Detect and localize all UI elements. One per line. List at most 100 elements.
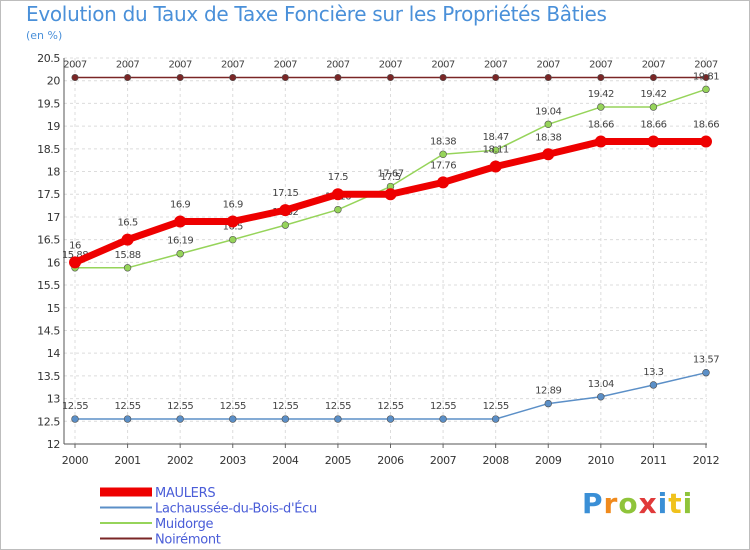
data-point-noir-mont [176, 74, 184, 82]
y-tick-label: 20.5 [37, 52, 60, 65]
x-tick-label: 2010 [588, 454, 615, 467]
data-label-muidorge: 16.19 [167, 236, 193, 247]
data-label-lachauss-e-du-bois-d-cu: 12.89 [535, 386, 561, 397]
data-point-lachauss-e-du-bois-d-cu [281, 415, 290, 423]
y-tick-label: 12.5 [37, 415, 60, 428]
legend-label-muidorge: Muidorge [155, 517, 214, 532]
data-point-maulers [700, 135, 712, 148]
data-point-noir-mont [386, 74, 394, 82]
data-point-noir-mont [597, 74, 605, 82]
data-label-lachauss-e-du-bois-d-cu: 12.55 [115, 401, 141, 412]
x-tick-label: 2008 [482, 454, 509, 467]
y-tick-label: 13 [47, 393, 61, 406]
data-label-noir-mont: 2007 [168, 60, 192, 71]
data-point-noir-mont [281, 74, 289, 82]
data-point-muidorge [123, 264, 132, 272]
data-label-muidorge: 19.42 [588, 89, 614, 100]
data-label-muidorge: 15.88 [62, 250, 88, 261]
data-label-noir-mont: 2007 [274, 60, 298, 71]
data-point-lachauss-e-du-bois-d-cu [176, 415, 184, 423]
data-point-muidorge [702, 85, 710, 94]
x-tick-label: 2001 [114, 454, 140, 467]
data-label-lachauss-e-du-bois-d-cu: 13.3 [643, 367, 663, 378]
data-label-noir-mont: 2007 [589, 60, 613, 71]
data-label-lachauss-e-du-bois-d-cu: 12.55 [220, 401, 246, 412]
data-label-maulers: 16.9 [223, 199, 243, 210]
data-label-noir-mont: 2007 [484, 60, 508, 71]
data-point-maulers [174, 215, 187, 228]
data-point-maulers [489, 160, 502, 173]
data-point-muidorge [176, 250, 184, 258]
data-label-maulers: 17.5 [328, 172, 348, 183]
data-label-maulers: 16.9 [170, 199, 190, 210]
data-label-noir-mont: 2007 [537, 60, 561, 71]
logo-letter: P [582, 487, 604, 520]
data-label-lachauss-e-du-bois-d-cu: 12.55 [167, 401, 193, 412]
x-tick-label: 2011 [640, 454, 666, 467]
data-label-muidorge: 15.88 [115, 250, 141, 261]
y-tick-label: 12 [47, 438, 60, 451]
data-point-noir-mont [124, 74, 132, 82]
data-label-muidorge: 19.04 [535, 106, 561, 117]
data-label-noir-mont: 2007 [642, 60, 666, 71]
data-label-lachauss-e-du-bois-d-cu: 12.55 [377, 401, 403, 412]
data-point-lachauss-e-du-bois-d-cu [334, 415, 342, 423]
x-tick-label: 2004 [272, 454, 299, 467]
legend-label-maulers: MAULERS [155, 486, 215, 501]
data-label-lachauss-e-du-bois-d-cu: 13.57 [693, 355, 719, 366]
data-label-maulers: 17.5 [380, 172, 400, 183]
data-point-maulers [69, 256, 81, 269]
data-point-lachauss-e-du-bois-d-cu [229, 415, 237, 423]
data-point-muidorge [229, 235, 237, 244]
x-tick-label: 2009 [535, 454, 562, 467]
data-label-lachauss-e-du-bois-d-cu: 12.55 [62, 401, 88, 412]
data-label-lachauss-e-du-bois-d-cu: 13.04 [588, 379, 614, 390]
y-tick-label: 16.5 [37, 234, 60, 247]
data-point-lachauss-e-du-bois-d-cu [71, 415, 79, 423]
data-label-noir-mont: 2007 [63, 60, 87, 71]
data-label-maulers: 16.5 [117, 218, 137, 229]
data-label-lachauss-e-du-bois-d-cu: 12.55 [272, 401, 298, 412]
data-point-maulers [384, 188, 397, 201]
y-tick-label: 14 [47, 347, 61, 360]
x-tick-label: 2005 [325, 454, 352, 467]
y-tick-label: 15 [47, 302, 61, 315]
data-point-muidorge [439, 150, 447, 158]
logo-letter: t [668, 487, 683, 520]
data-label-muidorge: 17.67 [377, 169, 403, 180]
data-point-noir-mont [71, 74, 79, 82]
data-label-muidorge: 19.81 [693, 71, 719, 82]
data-point-lachauss-e-du-bois-d-cu [702, 369, 710, 377]
data-point-maulers [542, 148, 555, 161]
y-tick-label: 13.5 [37, 370, 60, 383]
x-tick-label: 2000 [62, 454, 89, 467]
data-label-maulers: 17.15 [272, 188, 298, 199]
data-point-lachauss-e-du-bois-d-cu [123, 415, 132, 423]
data-point-noir-mont [492, 74, 500, 82]
data-label-noir-mont: 2007 [379, 60, 403, 71]
y-tick-label: 15.5 [37, 279, 60, 292]
y-tick-label: 18.5 [37, 143, 60, 156]
data-point-noir-mont [544, 74, 552, 82]
data-point-maulers [279, 204, 292, 217]
data-point-muidorge [491, 146, 500, 154]
data-point-noir-mont [334, 74, 342, 82]
data-point-lachauss-e-du-bois-d-cu [649, 381, 658, 389]
data-point-noir-mont [229, 74, 237, 82]
x-tick-label: 2003 [220, 454, 247, 467]
logo-letter: o [618, 487, 639, 520]
y-tick-label: 14.5 [37, 324, 60, 337]
data-label-maulers: 18.66 [693, 120, 719, 131]
data-label-maulers: 18.38 [535, 132, 561, 143]
data-point-lachauss-e-du-bois-d-cu [386, 415, 395, 423]
chart-title: Evolution du Taux de Taxe Foncière sur l… [26, 2, 607, 26]
data-point-muidorge [597, 103, 605, 111]
data-point-maulers [121, 233, 134, 246]
logo-letter: x [638, 487, 658, 520]
data-point-maulers [226, 215, 239, 228]
proxiti-logo: Proxiti [582, 487, 693, 520]
data-point-noir-mont [649, 74, 657, 82]
data-point-lachauss-e-du-bois-d-cu [597, 393, 605, 401]
data-label-muidorge: 18.38 [430, 136, 456, 147]
data-label-lachauss-e-du-bois-d-cu: 12.55 [430, 401, 456, 412]
